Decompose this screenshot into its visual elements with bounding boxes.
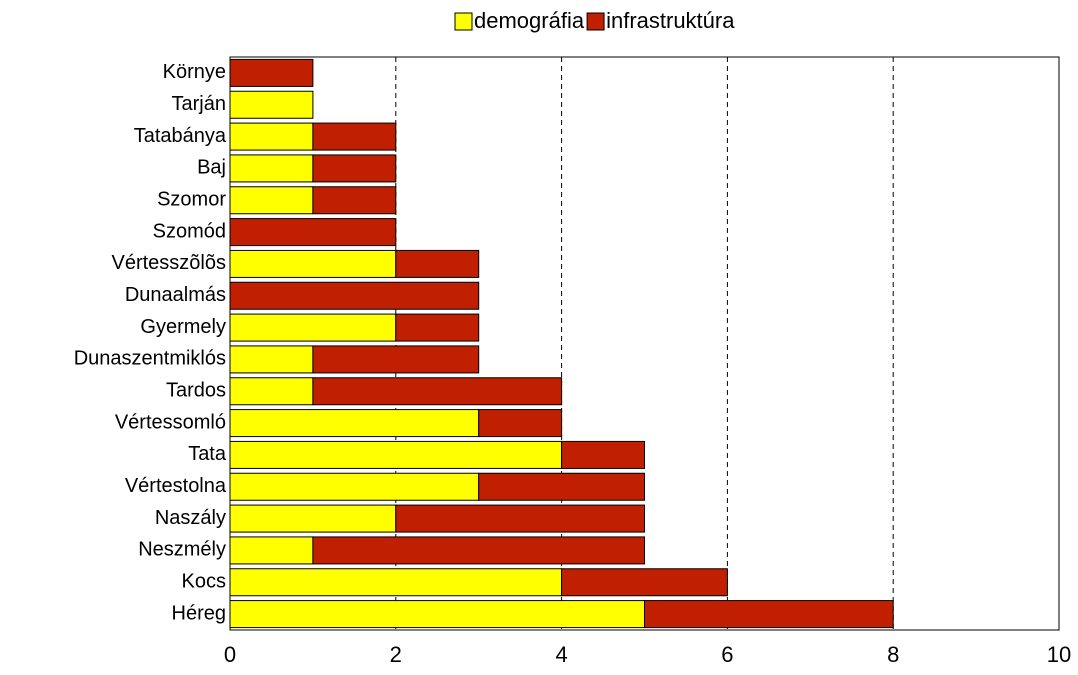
bar-segment <box>229 249 397 278</box>
x-tick-label: 0 <box>224 642 236 667</box>
y-tick-label: Héreg <box>172 602 226 624</box>
legend-swatch <box>586 12 605 31</box>
bar-segment <box>395 504 645 533</box>
bar-segment <box>229 409 480 438</box>
bar-segment <box>312 536 645 565</box>
bar-segment <box>229 122 314 151</box>
x-tick-label: 10 <box>1047 642 1071 667</box>
y-tick-label: Környe <box>163 61 226 83</box>
bar-segment <box>229 377 314 406</box>
bar-segment <box>229 313 397 342</box>
y-tick-label: Dunaalmás <box>125 284 226 306</box>
bar-segment <box>229 345 314 374</box>
bar-segment <box>229 58 314 87</box>
bar-segment <box>312 345 480 374</box>
y-tick-label: Dunaszentmiklós <box>74 348 226 370</box>
x-tick-label: 6 <box>721 642 733 667</box>
legend-swatch <box>454 12 473 31</box>
bar-segment <box>312 122 397 151</box>
y-tick-label: Szomód <box>153 220 226 242</box>
bar-segment <box>312 377 563 406</box>
y-tick-label: Baj <box>197 157 226 179</box>
y-tick-label: Tatabánya <box>134 125 227 147</box>
x-tick-label: 4 <box>555 642 567 667</box>
bar-segment <box>229 154 314 183</box>
bar-segment <box>478 472 646 501</box>
y-tick-label: Kocs <box>182 571 226 593</box>
bar-segment <box>395 249 480 278</box>
y-tick-label: Gyermely <box>140 316 226 338</box>
bar-segment <box>229 90 314 119</box>
bar-segment <box>561 568 728 597</box>
bar-segment <box>229 218 397 247</box>
y-tick-label: Vértesszõlõs <box>112 252 227 274</box>
bar-segment <box>229 504 397 533</box>
x-tick-label: 2 <box>390 642 402 667</box>
bar-segment <box>229 600 645 629</box>
bar-segment <box>229 536 314 565</box>
bar-segment <box>561 440 645 469</box>
y-tick-label: Neszmély <box>138 539 226 561</box>
y-tick-label: Naszály <box>155 507 226 529</box>
y-tick-label: Vértestolna <box>125 475 227 497</box>
legend-label: demográfia <box>474 8 585 33</box>
y-tick-label: Vértessomló <box>115 411 226 433</box>
bar-segment <box>312 154 397 183</box>
bar-segment <box>229 568 563 597</box>
y-tick-label: Szomor <box>157 189 226 211</box>
bar-segment <box>644 600 894 629</box>
bar-segment <box>229 281 480 310</box>
bar-segment <box>229 186 314 215</box>
x-tick-label: 8 <box>887 642 899 667</box>
bar-segment <box>229 440 563 469</box>
y-tick-label: Tata <box>188 443 227 465</box>
legend-label: infrastruktúra <box>606 8 735 33</box>
bar-segment <box>229 472 480 501</box>
bar-segment <box>478 409 563 438</box>
y-tick-label: Tardos <box>166 380 226 402</box>
bar-segment <box>312 186 397 215</box>
plot-frame <box>229 56 1060 631</box>
bar-segment <box>395 313 480 342</box>
y-tick-label: Tarján <box>172 93 226 115</box>
